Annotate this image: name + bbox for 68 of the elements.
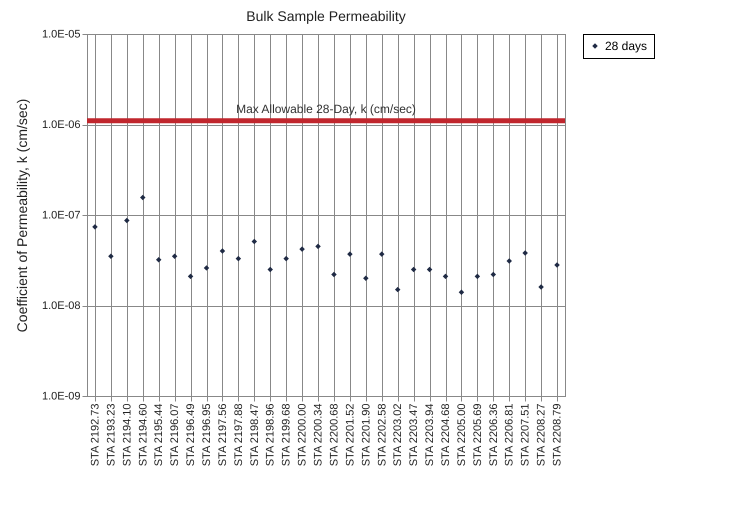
- point: [379, 251, 385, 257]
- point: [156, 257, 162, 263]
- x-tick-label: STA 2203.94: [424, 404, 436, 466]
- legend-label: 28 days: [605, 39, 648, 53]
- point: [490, 272, 496, 278]
- point: [236, 256, 242, 262]
- point: [220, 248, 226, 254]
- point: [426, 266, 432, 272]
- point: [506, 258, 512, 264]
- x-tick-label: STA 2206.81: [504, 404, 516, 466]
- x-tick-label: STA 2205.69: [472, 404, 484, 466]
- point: [331, 272, 337, 278]
- point: [458, 290, 464, 296]
- x-tick-label: STA 2196.07: [169, 404, 182, 466]
- point: [474, 274, 480, 280]
- point: [299, 246, 305, 252]
- x-tick-label: STA 2201.90: [360, 404, 372, 466]
- x-tick-label: STA 2194.10: [121, 404, 134, 466]
- x-tick-label: STA 2206.36: [488, 404, 500, 466]
- point: [204, 265, 210, 271]
- point: [522, 250, 528, 256]
- x-tick-label: STA 2201.52: [344, 404, 356, 466]
- y-tick-label: 1.0E-09: [42, 390, 80, 402]
- x-tick-label: STA 2200.68: [328, 404, 340, 466]
- point: [283, 256, 289, 262]
- point: [554, 262, 560, 268]
- x-tick-label: STA 2196.49: [185, 404, 198, 466]
- point: [252, 238, 258, 244]
- x-tick-label: STA 2208.27: [536, 404, 548, 466]
- y-axis-title: Coefficient of Permeability, k (cm/sec): [14, 98, 30, 332]
- point: [172, 254, 178, 259]
- point: [363, 276, 369, 281]
- x-tick-label: STA 2197.88: [232, 404, 245, 466]
- x-tick-label: STA 2199.68: [280, 404, 293, 466]
- point: [188, 274, 194, 280]
- point: [315, 244, 321, 250]
- x-tick-label: STA 2192.73: [89, 404, 102, 466]
- x-tick-label: STA 2203.02: [392, 404, 404, 466]
- x-tick-label: STA 2202.58: [376, 404, 388, 466]
- x-tick-label: STA 2204.68: [440, 404, 452, 466]
- point: [394, 286, 400, 292]
- x-tick-label: STA 2205.00: [456, 404, 468, 466]
- x-tick-label: STA 2198.47: [248, 404, 261, 466]
- point: [410, 266, 416, 272]
- x-tick-label: STA 2194.60: [137, 404, 150, 466]
- x-tick-label: STA 2197.56: [216, 404, 229, 466]
- x-tick-label: STA 2207.51: [520, 404, 532, 466]
- chart-title: Bulk Sample Permeability: [246, 8, 406, 24]
- y-tick-label: 1.0E-07: [42, 210, 80, 222]
- point: [92, 224, 98, 230]
- x-tick-label: STA 2200.00: [296, 404, 309, 466]
- point: [140, 194, 146, 200]
- point: [108, 254, 114, 259]
- x-tick-label: STA 2195.44: [153, 404, 166, 466]
- point: [267, 266, 273, 272]
- x-tick-label: STA 2208.79: [552, 404, 564, 466]
- point: [442, 274, 448, 280]
- point: [538, 284, 544, 290]
- y-tick-label: 1.0E-06: [42, 119, 80, 131]
- x-tick-label: STA 2196.95: [201, 404, 213, 466]
- x-tick-label: STA 2193.23: [105, 404, 118, 466]
- x-tick-label: STA 2200.34: [312, 404, 325, 466]
- x-tick-label: STA 2203.47: [408, 404, 420, 466]
- y-tick-label: 1.0E-05: [42, 28, 80, 40]
- y-tick-label: 1.0E-08: [42, 300, 80, 312]
- x-tick-label: STA 2198.96: [264, 404, 277, 466]
- point: [347, 251, 353, 257]
- point: [124, 218, 130, 224]
